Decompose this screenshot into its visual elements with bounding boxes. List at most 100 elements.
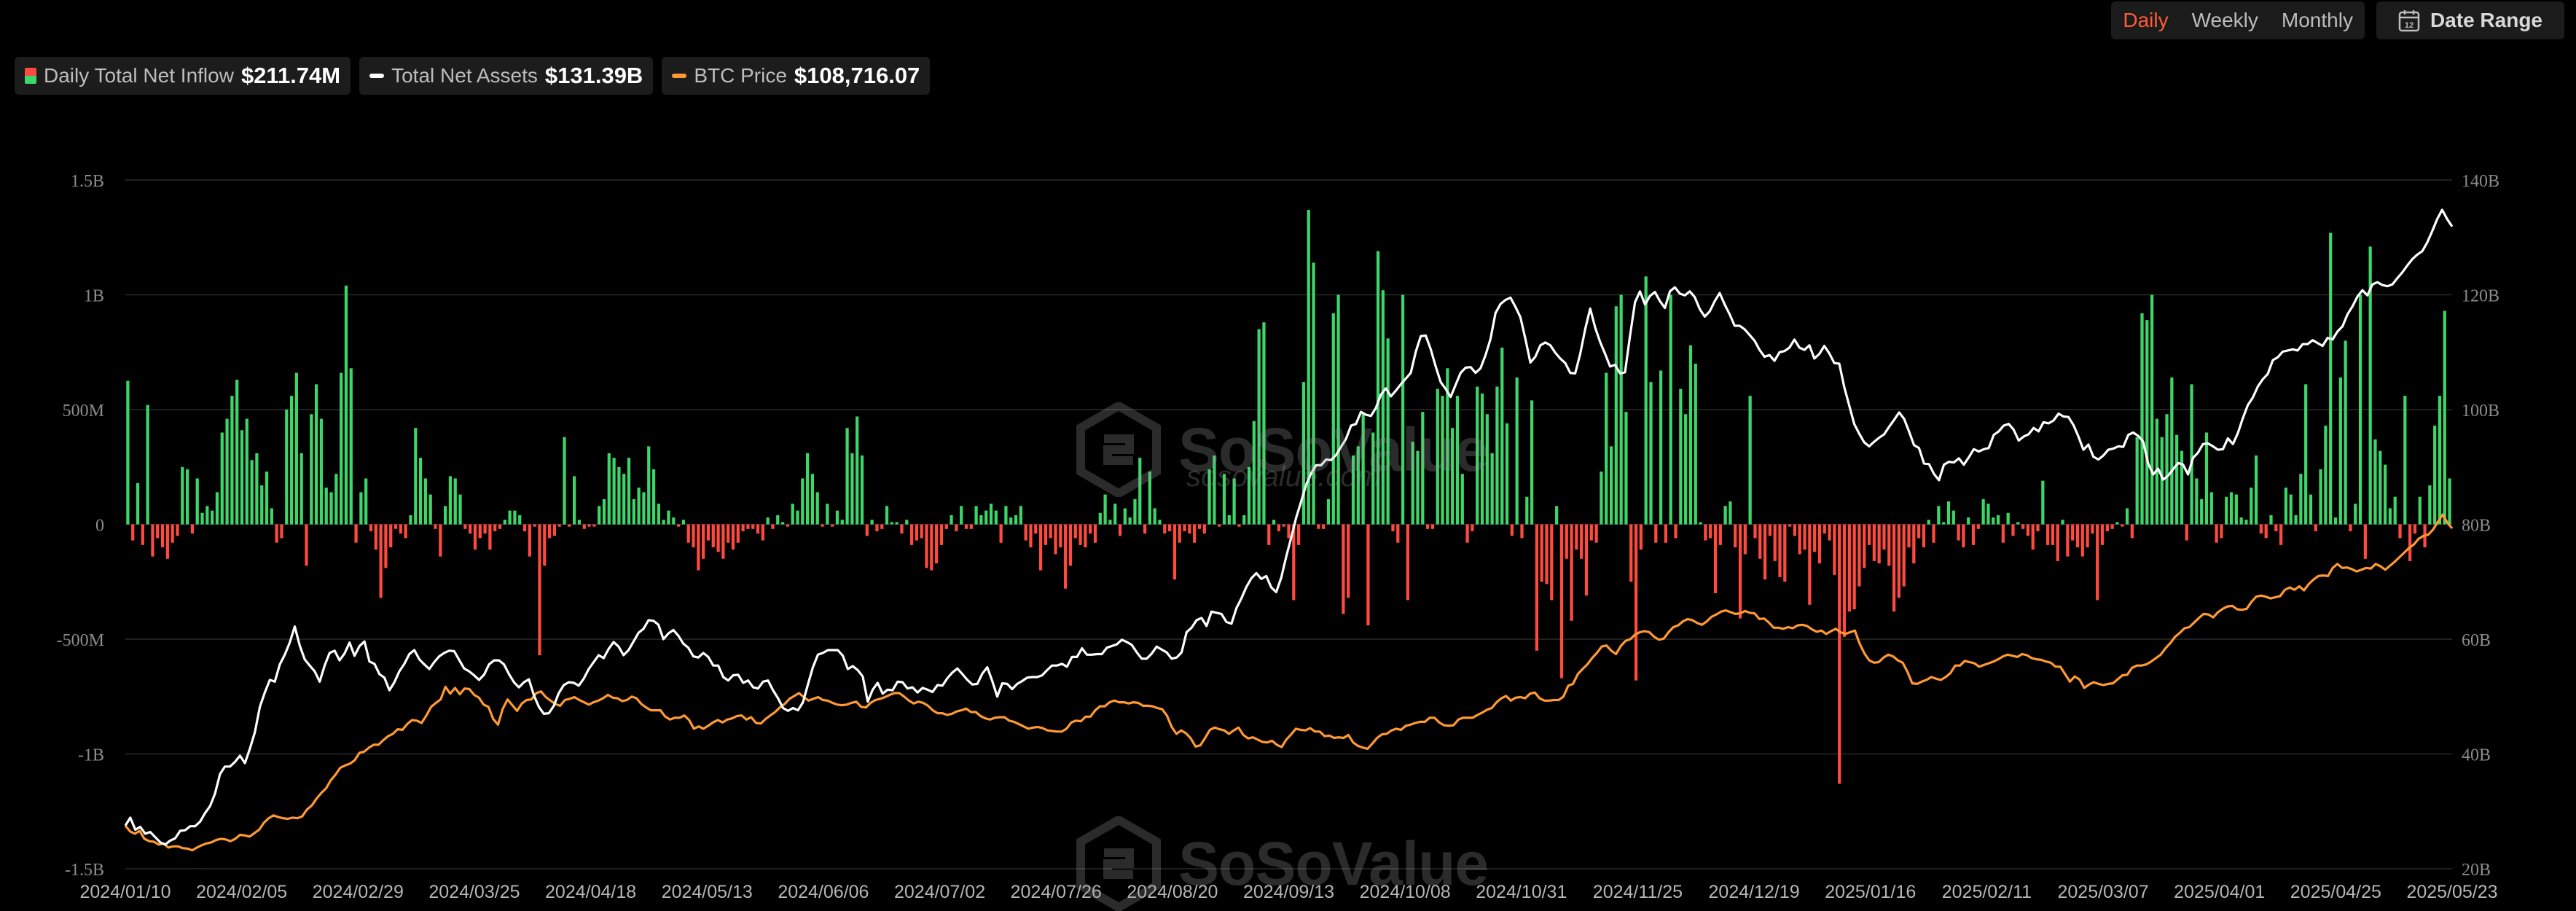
x-tick-label: 2024/08/20 xyxy=(1127,882,1218,902)
chart-legend: Daily Total Net Inflow $211.74M Total Ne… xyxy=(15,57,931,95)
period-weekly[interactable]: Weekly xyxy=(2191,9,2258,31)
inflow-bar xyxy=(2403,396,2407,525)
inflow-bar xyxy=(1148,472,1151,525)
btc-label: BTC Price xyxy=(694,64,787,87)
inflow-bar xyxy=(2066,524,2070,557)
x-tick-label: 2024/04/18 xyxy=(545,882,636,902)
x-tick-label: 2024/11/25 xyxy=(1593,882,1683,902)
inflow-bar xyxy=(260,485,264,525)
inflow-bar xyxy=(513,510,517,525)
inflow-bar xyxy=(1684,414,1688,525)
inflow-bar xyxy=(324,488,328,525)
inflow-bar xyxy=(1902,524,1906,587)
inflow-bar xyxy=(2016,522,2020,525)
inflow-bar xyxy=(1664,524,1668,543)
inflow-bar xyxy=(409,515,412,525)
inflow-bar xyxy=(2354,504,2357,525)
inflow-bar xyxy=(1679,388,1683,525)
legend-assets[interactable]: Total Net Assets $131.39B xyxy=(359,57,654,95)
inflow-bar xyxy=(2150,294,2154,525)
inflow-bar xyxy=(1331,313,1335,525)
inflow-bar xyxy=(1600,472,1603,525)
inflow-bar xyxy=(2170,377,2174,525)
inflow-bar xyxy=(2398,524,2402,539)
inflow-bar xyxy=(1004,506,1008,525)
date-range-button[interactable]: 12 Date Range xyxy=(2376,1,2564,39)
inflow-bar xyxy=(1688,345,1693,525)
inflow-bar xyxy=(1252,421,1256,525)
period-toggle: Daily Weekly Monthly xyxy=(2111,1,2365,39)
period-monthly[interactable]: Monthly xyxy=(2281,9,2353,31)
x-tick-label: 2024/05/13 xyxy=(662,882,753,902)
inflow-bar xyxy=(637,488,641,525)
inflow-bar xyxy=(716,524,720,552)
inflow-bar xyxy=(1951,510,1955,525)
x-tick-label: 2024/10/08 xyxy=(1360,882,1451,902)
inflow-bar xyxy=(1317,524,1320,529)
inflow-bar xyxy=(702,524,705,559)
inflow-bar xyxy=(960,506,963,525)
inflow-bar xyxy=(662,520,665,525)
inflow-bar xyxy=(1634,524,1638,681)
inflow-bar xyxy=(2393,496,2397,525)
inflow-bar xyxy=(190,524,195,534)
inflow-bar xyxy=(2418,496,2422,525)
inflow-bar xyxy=(384,524,388,568)
legend-btc[interactable]: BTC Price $108,716.07 xyxy=(662,57,931,95)
legend-inflow[interactable]: Daily Total Net Inflow $211.74M xyxy=(15,57,351,95)
inflow-bar xyxy=(1103,494,1107,525)
inflow-bar xyxy=(379,524,383,598)
inflow-bar xyxy=(1307,209,1310,525)
inflow-bar xyxy=(1128,517,1132,525)
inflow-bar xyxy=(2056,524,2059,561)
y-left-tick-label: -1.5B xyxy=(65,861,104,880)
inflow-bar xyxy=(617,466,621,525)
inflow-bar xyxy=(1753,524,1757,539)
inflow-bar xyxy=(2100,524,2105,545)
inflow-bar xyxy=(721,524,725,559)
inflow-bar xyxy=(1659,370,1663,525)
inflow-bar xyxy=(865,524,869,536)
x-tick-label: 2025/02/11 xyxy=(1942,882,2032,902)
inflow-bar xyxy=(686,524,690,543)
inflow-bar xyxy=(1297,524,1301,545)
inflow-bar xyxy=(2388,508,2392,525)
period-daily[interactable]: Daily xyxy=(2123,9,2169,31)
inflow-bar xyxy=(2368,246,2372,525)
inflow-bar xyxy=(1669,294,1672,525)
inflow-bar xyxy=(533,524,536,527)
inflow-bar xyxy=(681,520,686,525)
inflow-bar xyxy=(1287,524,1291,539)
inflow-bar xyxy=(2244,520,2248,525)
inflow-bar xyxy=(1059,524,1062,547)
inflow-bar xyxy=(835,510,839,525)
inflow-bar xyxy=(1946,501,1951,525)
inflow-bar xyxy=(1817,524,1822,564)
inflow-bar xyxy=(1833,524,1836,575)
y-right-tick-label: 100B xyxy=(2462,402,2499,421)
inflow-bar xyxy=(1009,517,1013,525)
inflow-bar xyxy=(453,478,457,525)
inflow-bar xyxy=(1639,524,1643,550)
inflow-bar xyxy=(900,524,904,534)
inflow-bar xyxy=(2215,524,2218,543)
inflow-bar xyxy=(786,524,789,527)
inflow-bar xyxy=(1396,524,1400,543)
inflow-bar xyxy=(156,524,160,539)
inflow-bar xyxy=(989,504,993,525)
inflow-bar xyxy=(1034,524,1038,534)
inflow-bar xyxy=(503,520,506,525)
inflow-bar xyxy=(1624,412,1628,525)
inflow-bar xyxy=(1282,524,1285,527)
inflow-bar xyxy=(1301,382,1306,525)
inflow-bar xyxy=(706,524,710,541)
inflow-bar xyxy=(1262,322,1266,525)
inflow-bar xyxy=(1347,524,1350,598)
x-tick-label: 2024/02/05 xyxy=(196,882,287,902)
inflow-bar xyxy=(2021,524,2025,529)
inflow-bar xyxy=(1351,456,1355,525)
inflow-bar xyxy=(2373,439,2377,525)
inflow-bar xyxy=(1842,524,1847,637)
inflow-bar xyxy=(2358,294,2362,525)
inflow-bar xyxy=(1609,446,1613,525)
